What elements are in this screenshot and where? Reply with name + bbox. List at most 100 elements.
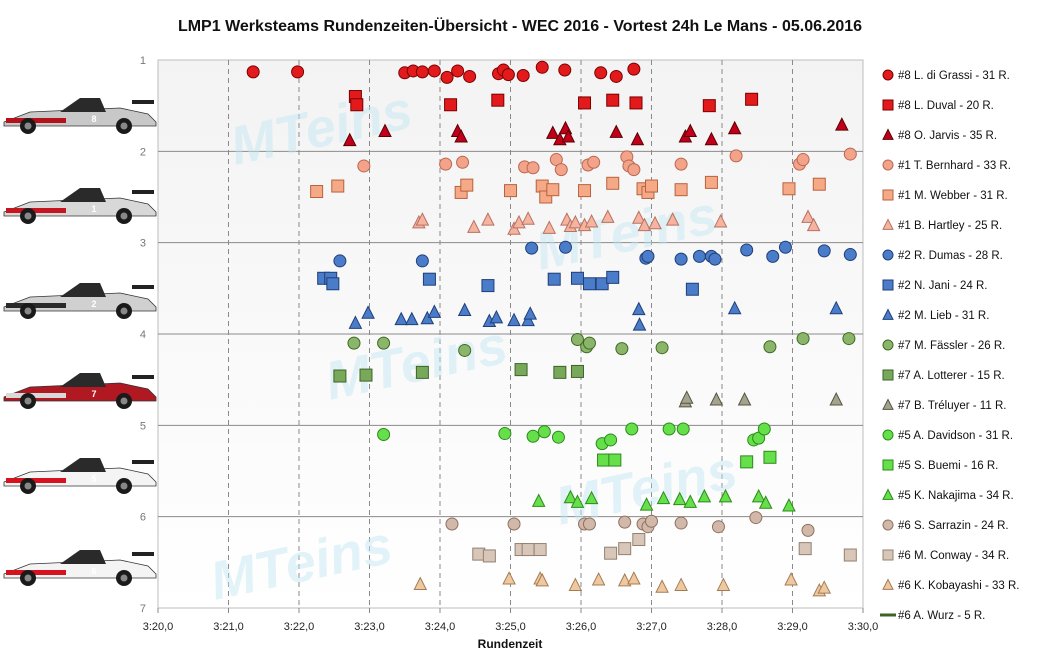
- data-point-8: [457, 302, 472, 317]
- data-point-8: [427, 304, 442, 318]
- x-tick-label: 3:22,0: [284, 621, 315, 633]
- data-point-8: [523, 306, 538, 320]
- legend-label: #6 K. Kobayashi - 33 R.: [898, 580, 1019, 592]
- data-point-9: [842, 332, 856, 346]
- data-point-14: [672, 491, 687, 506]
- car-wing: [132, 460, 154, 464]
- data-point-4: [460, 178, 474, 192]
- data-point-5: [713, 213, 728, 228]
- data-point-0: [594, 66, 608, 80]
- car-1-image: 1: [3, 188, 157, 224]
- data-point-6: [740, 243, 754, 257]
- y-axis-ticks: 1 2 3 4 5 6 7: [140, 55, 146, 615]
- data-point-17: [817, 580, 832, 594]
- data-point-5: [631, 210, 646, 224]
- data-point-12: [676, 422, 690, 436]
- data-point-12: [526, 429, 540, 443]
- legend-symbol: [882, 249, 894, 261]
- car-canopy: [60, 550, 106, 564]
- data-point-6: [708, 252, 722, 266]
- data-point-15: [645, 514, 658, 528]
- data-point-7: [685, 282, 699, 296]
- data-point-4: [331, 179, 345, 193]
- data-point-4: [782, 182, 796, 196]
- car-number: 1: [91, 204, 96, 214]
- data-point-2: [630, 131, 645, 146]
- data-point-4: [645, 179, 658, 193]
- data-point-7: [326, 277, 340, 291]
- data-point-8: [404, 311, 419, 326]
- car-canopy: [60, 98, 106, 112]
- legend-symbol: [882, 578, 894, 590]
- chart-title: LMP1 Werksteams Rundenzeiten-Übersicht -…: [177, 18, 863, 35]
- data-point-0: [516, 69, 530, 83]
- data-point-0: [451, 64, 465, 78]
- data-point-17: [502, 571, 516, 585]
- y-tick-label: 7: [140, 603, 146, 615]
- data-point-16: [482, 549, 496, 563]
- data-point-7: [547, 272, 561, 286]
- data-point-8: [489, 309, 504, 324]
- data-point-5: [521, 211, 535, 225]
- data-point-5: [467, 219, 481, 233]
- data-point-0: [501, 68, 515, 82]
- data-point-1: [606, 93, 620, 107]
- data-point-6: [558, 240, 572, 254]
- data-point-14: [584, 490, 599, 505]
- data-point-3: [587, 155, 601, 169]
- data-point-3: [526, 161, 540, 175]
- car-number: 2: [91, 299, 96, 309]
- data-point-1: [444, 98, 458, 112]
- data-point-7: [481, 279, 495, 293]
- data-point-10: [570, 364, 584, 378]
- car-hub: [120, 397, 128, 405]
- data-point-13: [763, 450, 777, 464]
- data-point-13: [608, 453, 622, 467]
- data-point-1: [702, 99, 716, 113]
- data-point-3: [796, 153, 810, 167]
- data-point-7: [422, 272, 436, 286]
- data-point-3: [843, 147, 857, 161]
- car-wing: [132, 552, 154, 556]
- car-hub: [24, 122, 32, 130]
- data-point-14: [639, 497, 654, 511]
- car-wing: [132, 285, 154, 289]
- data-point-9: [615, 342, 629, 356]
- data-point-12: [625, 422, 639, 436]
- data-point-3: [627, 163, 641, 177]
- data-point-9: [458, 343, 472, 357]
- car-2-image: 2: [3, 283, 157, 319]
- car-hub: [24, 307, 32, 315]
- data-point-17: [655, 579, 669, 593]
- car-hub: [24, 397, 32, 405]
- legend: #8 L. di Grassi - 31 R. #8 L. Duval - 20 …: [880, 69, 1019, 622]
- data-point-6: [778, 240, 792, 254]
- legend-symbol: [882, 218, 894, 230]
- data-point-6: [817, 244, 831, 258]
- legend-symbol: [882, 429, 894, 441]
- x-tick-label: 3:25,0: [495, 621, 526, 633]
- data-point-3: [729, 149, 743, 163]
- data-point-5: [801, 209, 815, 223]
- car-6-image: 6: [3, 550, 157, 586]
- car-canopy: [60, 458, 106, 472]
- data-point-5: [600, 209, 615, 223]
- data-point-4: [606, 176, 620, 190]
- legend-symbol: [882, 128, 894, 140]
- legend-label: #7 A. Lotterer - 15 R.: [898, 370, 1005, 382]
- y-tick-label: 2: [140, 146, 146, 158]
- car-hub: [24, 574, 32, 582]
- data-point-0: [427, 64, 441, 78]
- legend-label: #5 A. Davidson - 31 R.: [898, 430, 1013, 442]
- data-point-4: [704, 175, 718, 189]
- x-axis-label: Rundenzeit: [478, 637, 543, 651]
- data-point-15: [711, 520, 725, 534]
- data-point-8: [394, 311, 409, 326]
- legend-label: #1 T. Bernhard - 33 R.: [898, 160, 1011, 172]
- data-point-2: [454, 129, 468, 143]
- data-point-4: [578, 184, 592, 198]
- legend-symbol: [882, 99, 894, 111]
- legend-label: #2 N. Jani - 24 R.: [898, 280, 987, 292]
- x-tick-label: 3:21,0: [213, 621, 244, 633]
- data-point-14: [563, 489, 578, 504]
